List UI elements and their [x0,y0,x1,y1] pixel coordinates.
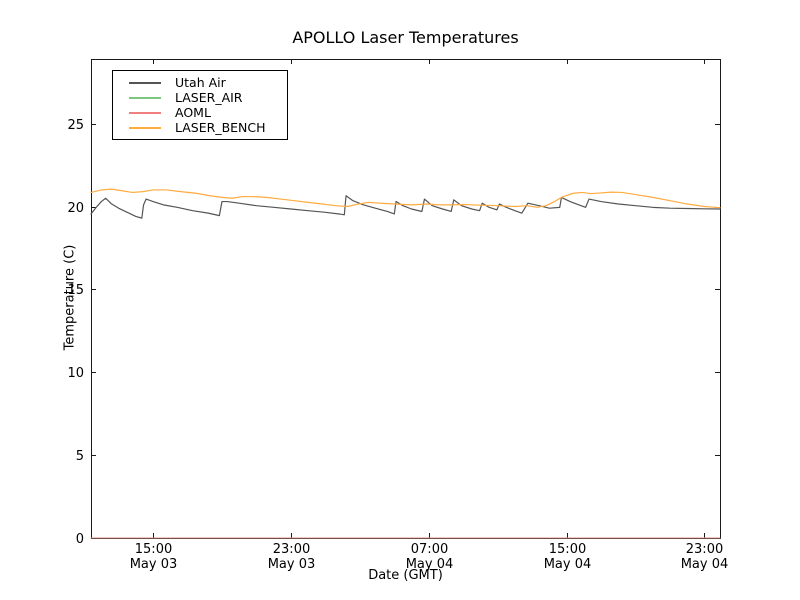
x-tick-label-date: May 04 [681,557,729,572]
legend-item-laser-bench: LASER_BENCH [113,120,287,135]
legend-line-sample [129,96,161,99]
legend-label: LASER_BENCH [175,120,266,135]
series-line-utah-air [90,195,721,219]
legend-label: LASER_AIR [175,90,243,105]
x-tick-label-date: May 03 [130,557,178,572]
legend-label: Utah Air [175,75,226,90]
legend-line-sample [129,126,161,129]
legend-line-sample [129,111,161,114]
x-tick-label-date: May 04 [406,557,454,572]
y-tick-label: 0 [76,532,84,547]
legend-line-sample [129,81,161,84]
x-axis-label: Date (GMT) [368,568,443,583]
x-tick-label-time: 23:00 [686,542,723,557]
x-tick-label-date: May 04 [544,557,592,572]
legend-item-utah-air: Utah Air [113,75,287,90]
x-tick-label-time: 07:00 [411,542,448,557]
x-tick-label-time: 23:00 [273,542,310,557]
y-tick-label: 25 [67,118,84,133]
y-tick-label: 20 [67,201,84,216]
y-tick-label: 15 [67,283,84,298]
legend-item-laser-air: LASER_AIR [113,90,287,105]
legend-item-aoml: AOML [113,105,287,120]
x-tick-label-date: May 03 [268,557,316,572]
chart-title: APOLLO Laser Temperatures [292,28,519,47]
series-line-laser-bench [90,188,721,209]
legend: Utah Air LASER_AIR AOML LASER_BENCH [112,70,288,140]
x-tick-label-time: 15:00 [135,542,172,557]
y-tick-label: 10 [67,366,84,381]
legend-label: AOML [175,105,211,120]
x-tick-label-time: 15:00 [549,542,586,557]
y-tick-label: 5 [76,449,84,464]
